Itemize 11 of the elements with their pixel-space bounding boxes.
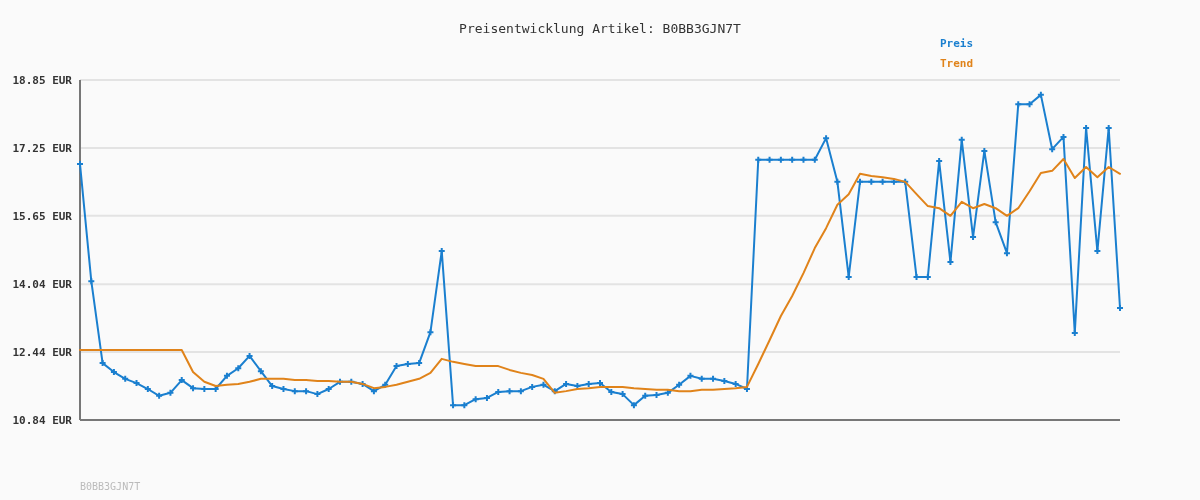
text: Preis (940, 37, 974, 50)
chart-title: Preisentwicklung Artikel: B0BB3GJN7T (459, 21, 742, 36)
y-tick-label: 15.65 EUR (12, 209, 73, 223)
y-tick-label: 12.44 EUR (12, 345, 73, 359)
y-tick-label: 10.84 EUR (12, 413, 73, 427)
y-tick-label: 14.04 EUR (12, 278, 73, 292)
line-series (79, 157, 1121, 394)
y-tick-label: 18.85 EUR (12, 73, 73, 87)
y-tick-label: 17.25 EUR (12, 141, 73, 155)
text: Trend (940, 57, 974, 70)
text: B0BB3GJN7T (80, 481, 141, 492)
